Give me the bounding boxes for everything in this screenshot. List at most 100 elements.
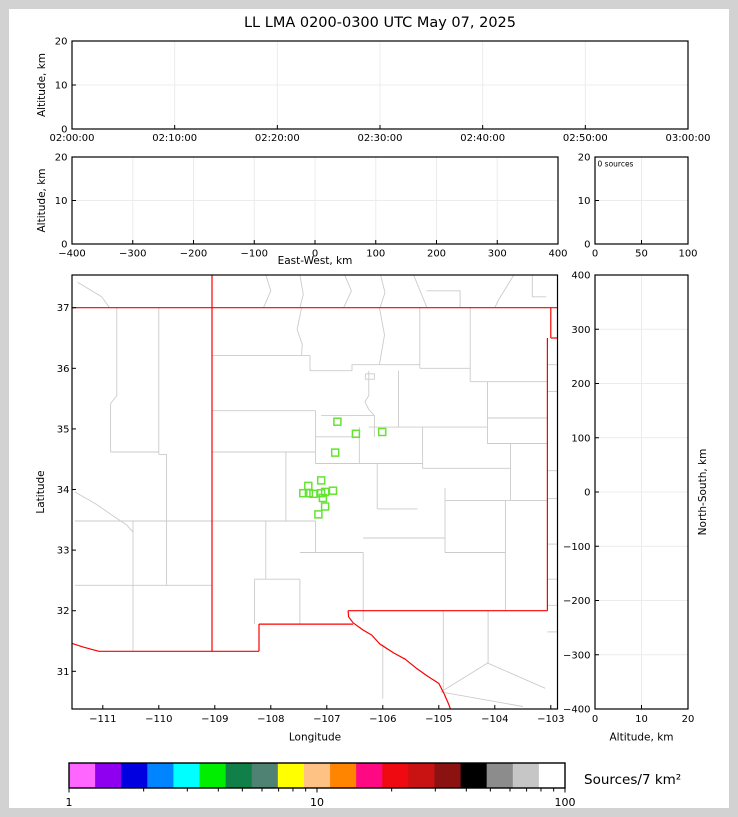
tick-label: 100 — [678, 249, 697, 260]
county-border-line — [531, 275, 547, 298]
colorbar-band — [173, 763, 200, 788]
county-border-line — [77, 281, 110, 308]
tick-label: 34 — [57, 485, 70, 496]
tick-label: −104 — [481, 714, 508, 725]
county-border-line — [158, 453, 168, 586]
tick-label: −103 — [537, 714, 564, 725]
county-border-line — [110, 307, 118, 452]
tick-label: 10 — [55, 196, 68, 207]
tick-label: 03:00:00 — [666, 133, 711, 144]
county-border-line — [426, 290, 461, 308]
tick-label: −100 — [563, 542, 590, 553]
lightning-source-marker — [320, 487, 330, 497]
tick-label: 0 — [584, 240, 590, 251]
tick-label: 32 — [57, 606, 70, 617]
lightning-source-marker — [377, 427, 387, 437]
tick-label: −111 — [89, 714, 116, 725]
tick-label: 02:30:00 — [358, 133, 403, 144]
tick-label: −110 — [145, 714, 172, 725]
county-border-line — [364, 370, 375, 416]
colorbar-band — [382, 763, 409, 788]
lightning-source-marker — [299, 488, 308, 498]
colorbar-band — [121, 763, 148, 788]
lightning-source-markers-layer — [299, 417, 387, 519]
tick-label: 20 — [578, 153, 591, 164]
tick-label: −200 — [563, 596, 590, 607]
county-border-line — [343, 275, 352, 308]
county-border-line — [413, 275, 428, 308]
colorbar-band — [460, 763, 487, 788]
tick-label: −109 — [201, 714, 228, 725]
tick-label: 35 — [57, 424, 70, 435]
ticks-layer — [71, 84, 689, 709]
county-border-line — [263, 275, 272, 308]
colorbar-band — [95, 763, 122, 788]
tick-label: −200 — [180, 249, 207, 260]
tick-label: −300 — [119, 249, 146, 260]
tick-label: 33 — [57, 546, 70, 557]
colorbar-tick-label: 100 — [555, 796, 576, 809]
county-border-line — [378, 307, 385, 365]
tick-label: 0 — [312, 249, 318, 260]
tick-label: 10 — [55, 81, 68, 92]
map-ylabel: Latitude — [35, 470, 47, 513]
colorbar-band — [303, 763, 331, 788]
colorbar-tick-label: 10 — [310, 796, 324, 809]
tick-label: −106 — [369, 714, 396, 725]
tick-label: 20 — [55, 153, 68, 164]
map-geography-layer — [72, 275, 558, 709]
tick-label: 300 — [571, 325, 590, 336]
colorbar-band — [434, 763, 461, 788]
colorbar-band — [486, 763, 514, 788]
tick-label: −108 — [257, 714, 284, 725]
county-border-line — [494, 275, 515, 308]
tick-label: −400 — [563, 705, 590, 716]
colorbar-band — [199, 763, 226, 788]
tick-label: 10 — [578, 196, 591, 207]
tick-label: −107 — [313, 714, 340, 725]
tick-label: 02:40:00 — [460, 133, 505, 144]
county-border-line — [364, 373, 375, 380]
tick-label: 37 — [57, 303, 70, 314]
tick-label: 20 — [682, 714, 695, 725]
county-border-line — [440, 691, 523, 707]
eastwest-panel-ylabel: Altitude, km — [36, 168, 48, 232]
eastwest-panel-xlabel: East-West, km — [278, 255, 353, 267]
tick-label: 0 — [61, 125, 67, 136]
tick-label: −100 — [241, 249, 268, 260]
tick-label: 100 — [366, 249, 385, 260]
tick-label: 20 — [55, 37, 68, 48]
state-border-line — [72, 642, 212, 652]
tick-label: 02:10:00 — [152, 133, 197, 144]
colorbar-band — [512, 763, 540, 788]
county-border-line — [440, 662, 489, 693]
lightning-source-marker — [304, 488, 314, 498]
figure-title: LL LMA 0200-0300 UTC May 07, 2025 — [244, 15, 516, 31]
county-border-line — [379, 275, 386, 308]
tick-label: 36 — [57, 364, 70, 375]
tick-label: −105 — [425, 714, 452, 725]
colorbar-band — [277, 763, 305, 788]
county-border-line — [74, 491, 134, 533]
colorbar-title: Sources/7 km² — [584, 772, 681, 788]
tick-label: 31 — [57, 667, 70, 678]
northsouth-panel-xlabel: Altitude, km — [609, 732, 673, 744]
tick-label: 0 — [592, 714, 598, 725]
tick-labels-layer: 02:00:00 02:10:00 02:20:00 02:30:00 02:40:00… — [50, 37, 711, 726]
lightning-source-marker — [316, 476, 326, 485]
lightning-source-marker — [318, 493, 328, 503]
tick-label: 02:20:00 — [255, 133, 300, 144]
tick-label: 02:50:00 — [563, 133, 608, 144]
colorbar-band — [408, 763, 435, 788]
tick-label: 50 — [635, 249, 648, 260]
county-border-line — [296, 307, 303, 356]
lightning-source-marker — [333, 417, 342, 426]
lightning-source-marker — [304, 481, 313, 491]
time-panel-ylabel: Altitude, km — [36, 53, 48, 117]
tick-label: 400 — [548, 249, 567, 260]
tick-label: 02:00:00 — [50, 133, 95, 144]
county-border-line — [301, 355, 380, 372]
tick-label: −300 — [563, 650, 590, 661]
tick-label: 10 — [635, 714, 648, 725]
